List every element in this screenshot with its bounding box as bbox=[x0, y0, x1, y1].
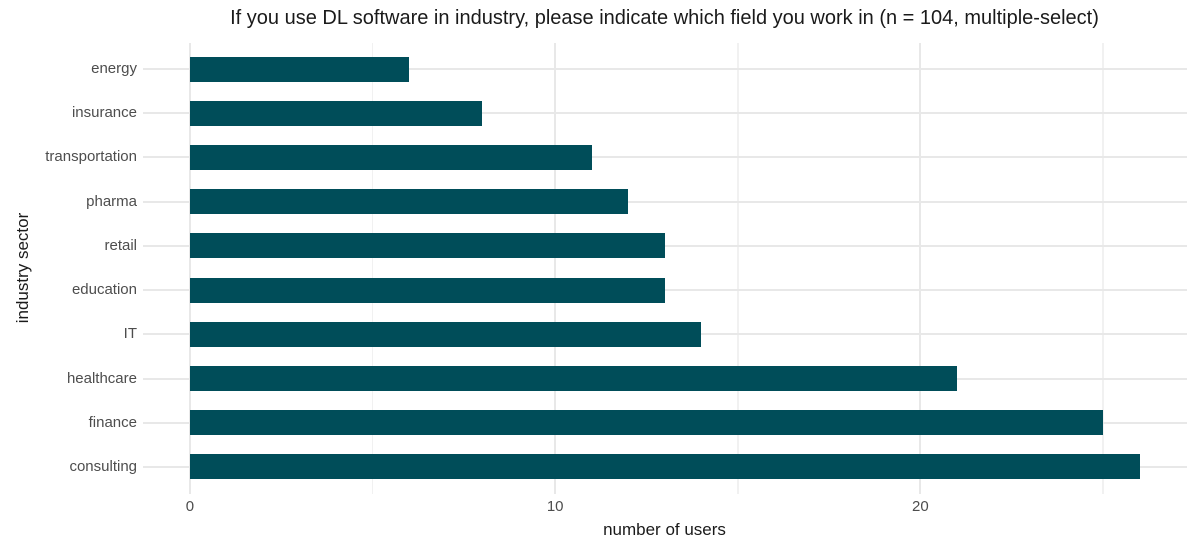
y-tick-label-retail: retail bbox=[104, 236, 137, 254]
y-tick-label-insurance: insurance bbox=[71, 104, 137, 122]
x-gridline-minor-5 bbox=[371, 42, 374, 494]
x-axis-title: number of users bbox=[603, 520, 726, 539]
y-tick-label-energy: energy bbox=[91, 60, 137, 78]
bar-finance bbox=[189, 410, 1103, 436]
y-axis-title: industry sector bbox=[13, 212, 32, 324]
x-tick-label-0: 0 bbox=[185, 497, 195, 515]
bar-pharma bbox=[189, 189, 629, 215]
y-gridline-pharma bbox=[142, 200, 1187, 203]
y-tick-label-consulting: consulting bbox=[69, 457, 137, 475]
bar-insurance bbox=[189, 100, 483, 126]
bar-retail bbox=[189, 233, 665, 259]
bar-it bbox=[189, 321, 702, 347]
x-gridline-minor-25 bbox=[1102, 42, 1104, 494]
y-tick-label-it: IT bbox=[123, 325, 137, 343]
y-gridline-retail bbox=[142, 244, 1187, 247]
y-gridline-education bbox=[142, 289, 1187, 292]
bar-energy bbox=[189, 56, 410, 82]
bar-transportation bbox=[189, 144, 592, 170]
x-gridline-major-20 bbox=[919, 42, 922, 494]
x-gridline-major-10 bbox=[554, 42, 557, 494]
y-tick-label-transportation: transportation bbox=[45, 148, 137, 166]
y-tick-label-pharma: pharma bbox=[86, 192, 137, 210]
y-gridline-insurance bbox=[142, 112, 1187, 115]
bar-healthcare bbox=[189, 366, 957, 392]
bar-education bbox=[189, 277, 665, 303]
chart-title: If you use DL software in industry, plea… bbox=[230, 7, 1099, 29]
y-tick-label-education: education bbox=[71, 281, 137, 299]
x-tick-label-10: 10 bbox=[546, 497, 564, 515]
y-gridline-transportation bbox=[142, 156, 1187, 159]
x-gridline-minor-15 bbox=[736, 42, 739, 494]
y-tick-label-finance: finance bbox=[88, 413, 137, 431]
x-gridline-major-0 bbox=[188, 42, 191, 494]
x-tick-label-20: 20 bbox=[912, 497, 929, 515]
y-tick-label-healthcare: healthcare bbox=[66, 369, 137, 387]
bar-consulting bbox=[189, 454, 1140, 480]
y-gridline-energy bbox=[142, 68, 1187, 71]
